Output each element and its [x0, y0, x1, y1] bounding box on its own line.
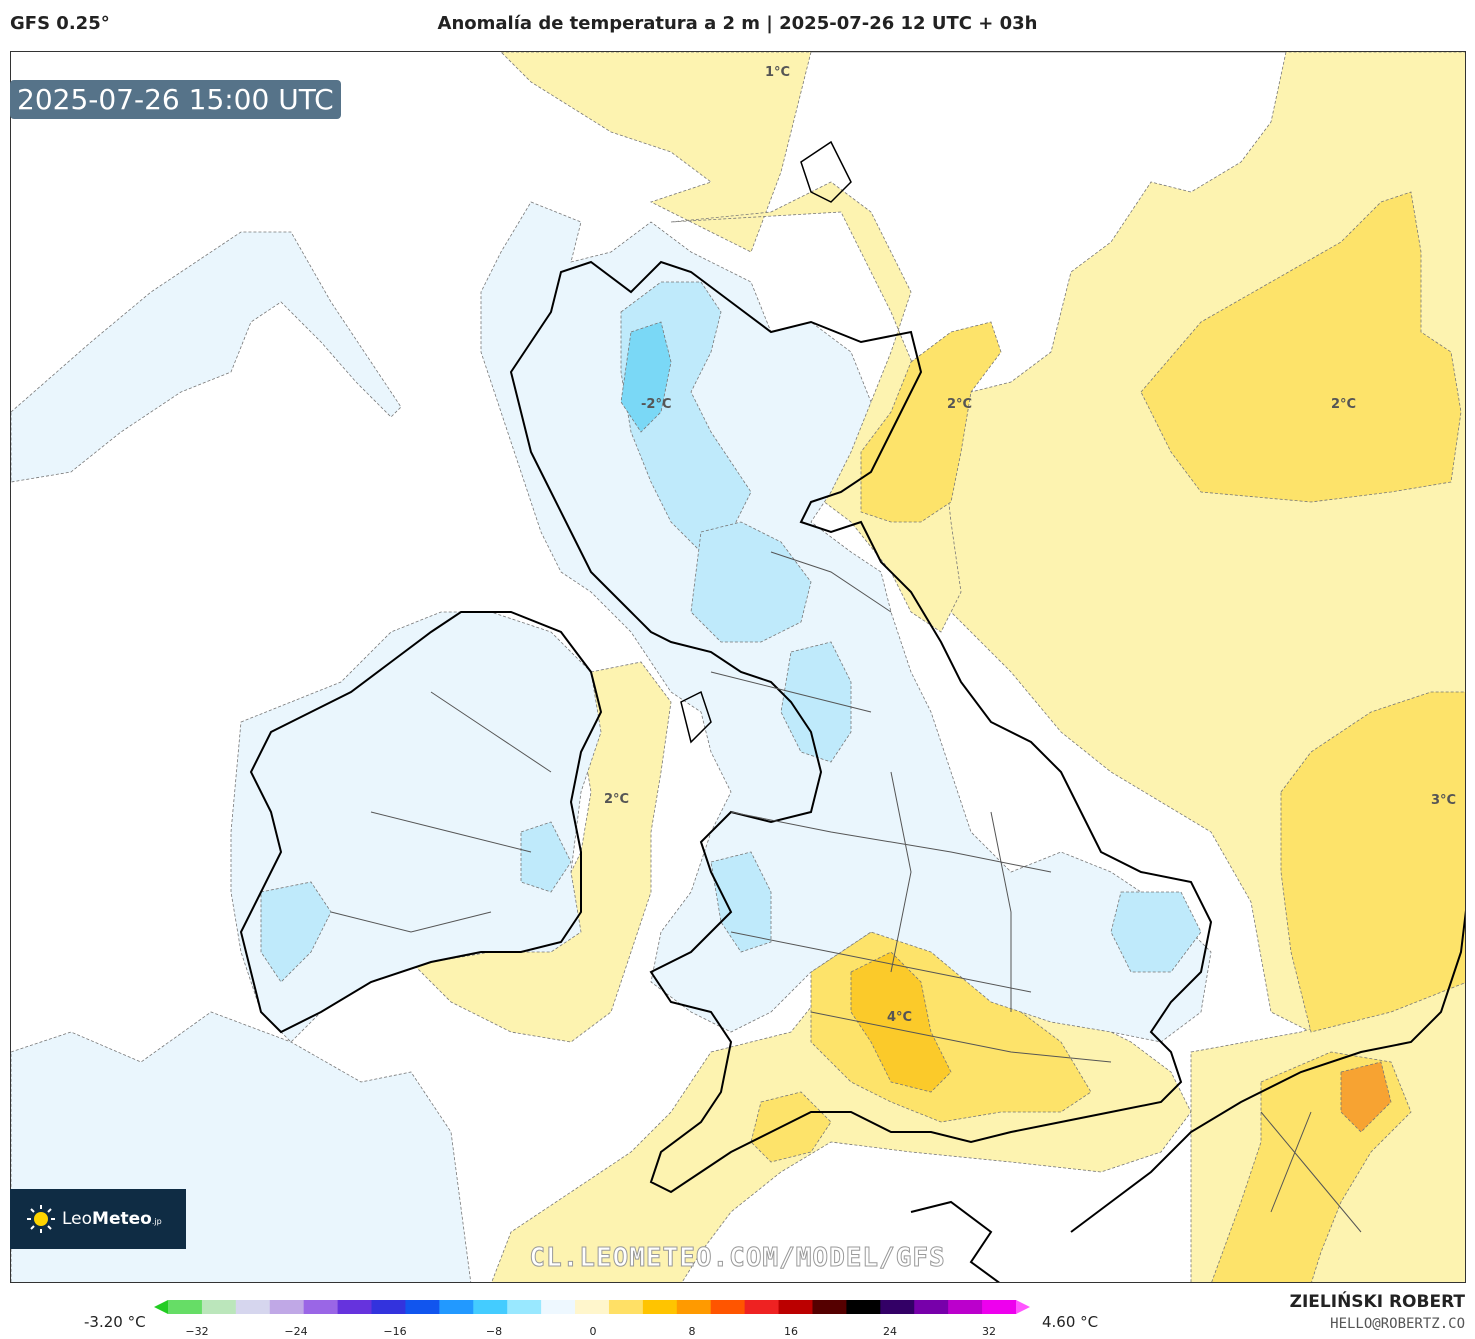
logo-text: LeoMeteo.jp — [62, 1209, 162, 1229]
coastline-shetland — [800, 140, 852, 203]
coastline-brittany — [910, 1200, 1000, 1282]
chart-title: Anomalía de temperatura a 2 m | 2025-07-… — [437, 13, 1038, 34]
cool-area-atlantic — [11, 231, 402, 483]
colorbar-segment — [473, 1300, 508, 1314]
contour-label: 2°C — [947, 397, 973, 412]
colorbar-segment — [371, 1300, 406, 1314]
colorbar-tick-label: −32 — [185, 1325, 209, 1338]
colorbar-segment — [439, 1300, 474, 1314]
colorbar-tick-label: 32 — [982, 1325, 996, 1338]
valid-time-badge: 2025-07-26 15:00 UTC — [10, 80, 341, 119]
contour-label: 3°C — [1431, 793, 1457, 808]
colorbar-segment — [778, 1300, 813, 1314]
colorbar-segment — [507, 1300, 542, 1314]
colorbar-tick-label: 24 — [883, 1325, 897, 1338]
colorbar-min-label: -3.20 °C — [84, 1313, 146, 1331]
cool-core-southern-uplands — [690, 521, 812, 643]
colorbar-segment — [405, 1300, 440, 1314]
colorbar-tick-label: −24 — [284, 1325, 308, 1338]
colorbar-tick-label: 8 — [688, 1325, 696, 1338]
colorbar-max-label: 4.60 °C — [1042, 1313, 1099, 1331]
contour-label: 1°C — [765, 65, 791, 80]
warm-area-north-sea — [500, 52, 812, 253]
colorbar-segment — [269, 1300, 305, 1314]
warm-spot-sw — [750, 1091, 832, 1163]
colorbar — [154, 1300, 1030, 1314]
contour-label: 2°C — [604, 792, 630, 807]
sun-icon — [27, 1205, 55, 1233]
map-frame: 1°C -2°C 2°C 2°C 2°C 3°C 4°C — [10, 51, 1466, 1283]
colorbar-segment — [235, 1300, 271, 1314]
coastline-great-britain — [509, 260, 1213, 1194]
colorbar-tick-label: −16 — [383, 1325, 407, 1338]
cool-core-ireland-west — [260, 881, 332, 983]
coastline-continent — [1070, 910, 1465, 1233]
warm-core-east-coast — [1280, 691, 1465, 1033]
colorbar-segment — [676, 1300, 712, 1314]
colorbar-segment — [608, 1300, 644, 1314]
colorbar-segment — [201, 1300, 237, 1314]
model-label: GFS 0.25° — [10, 13, 110, 34]
leometeo-logo: LeoMeteo.jp — [10, 1189, 186, 1249]
colorbar-segment — [337, 1300, 373, 1314]
coastline-ireland — [239, 611, 603, 1034]
warm-area-irish-sea — [410, 661, 672, 1043]
colorbar-segment — [642, 1300, 678, 1314]
colorbar-segment — [168, 1300, 203, 1314]
warm-core-north-east — [1140, 191, 1462, 503]
cool-peak-highlands — [620, 321, 672, 433]
cool-core-ireland-east — [520, 821, 572, 893]
contour-label: 4°C — [887, 1010, 913, 1025]
coastline-isle-of-man — [680, 690, 712, 744]
cool-area-ireland — [230, 611, 602, 1043]
colorbar-segment — [880, 1300, 915, 1314]
colorbar-segment — [710, 1300, 746, 1314]
author-name: ZIELIŃSKI ROBERT — [1289, 1292, 1465, 1312]
colorbar-extend-low — [154, 1300, 168, 1314]
colorbar-segment — [541, 1300, 576, 1314]
cool-core-east-anglia — [1110, 891, 1202, 973]
colorbar-extend-high — [1016, 1300, 1030, 1314]
author-email: HELLO@ROBERTZ.CO — [1330, 1316, 1465, 1332]
colorbar-segment — [303, 1300, 339, 1314]
contour-label: -2°C — [641, 397, 672, 412]
colorbar-tick-label: 0 — [589, 1325, 597, 1338]
anomaly-map — [11, 52, 1465, 1282]
colorbar-segment — [575, 1300, 610, 1314]
colorbar-tick-label: −8 — [485, 1325, 503, 1338]
colorbar-segment — [744, 1300, 780, 1314]
colorbar-segment — [846, 1300, 881, 1314]
cool-core-pennines — [780, 641, 852, 763]
admin-boundaries — [330, 551, 1362, 1233]
colorbar-segment — [982, 1300, 1017, 1314]
contour-label: 2°C — [1331, 397, 1357, 412]
warm-peak-continent — [1340, 1061, 1392, 1133]
colorbar-tick-label: 16 — [784, 1325, 798, 1338]
colorbar-segment — [812, 1300, 847, 1314]
colorbar-segment — [914, 1300, 949, 1314]
watermark-url: CL.LEOMETEO.COM/MODEL/GFS — [529, 1243, 946, 1274]
warm-core-north-sea — [860, 321, 1002, 523]
cool-core-wales — [710, 851, 772, 953]
colorbar-segment — [948, 1300, 983, 1314]
